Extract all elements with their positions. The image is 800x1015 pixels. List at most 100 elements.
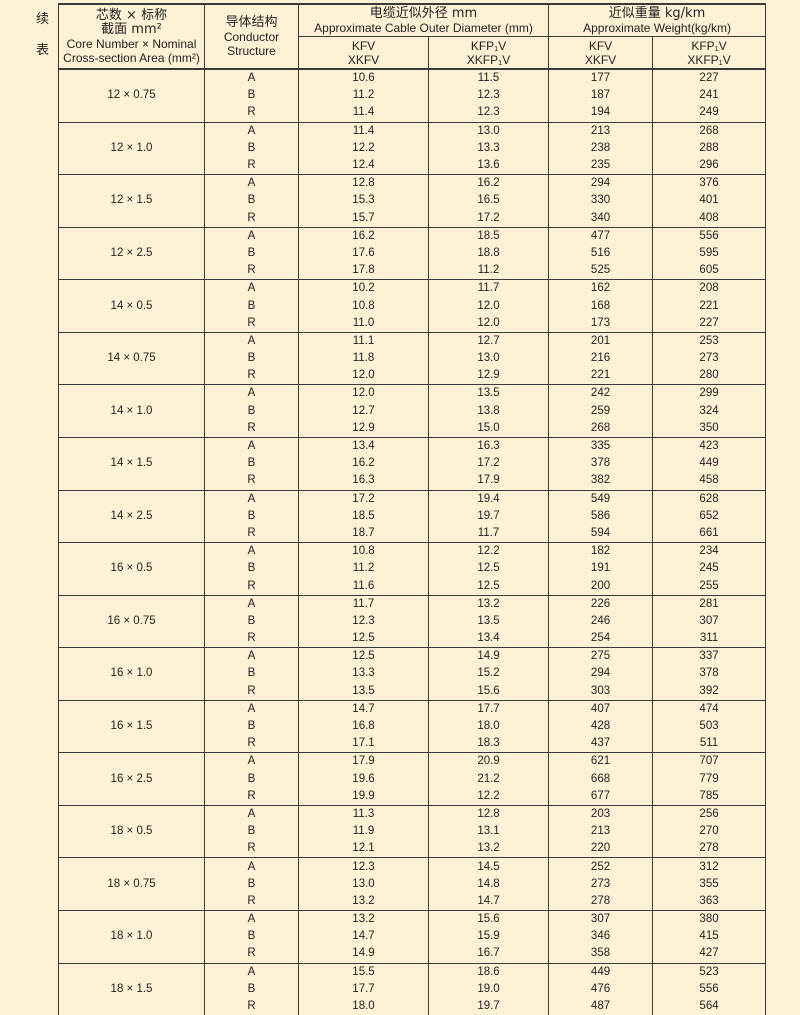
core-section-cell: 14 × 0.5	[58, 279, 205, 333]
conductor-cell: B	[204, 717, 299, 736]
weight-kfp1v-cell: 299	[652, 384, 767, 403]
weight-kfv-cell: 340	[548, 209, 654, 228]
weight-kfp1v-cell: 378	[652, 665, 767, 683]
diameter-kfv-cell: 11.4	[298, 121, 429, 140]
side-char: 表	[36, 43, 50, 58]
weight-kfp1v-cell: 281	[652, 594, 767, 613]
diameter-kfp1v-cell: 18.6	[427, 962, 550, 981]
table-row: 14 × 1.0 A 12.0 13.5 242 299	[58, 384, 767, 438]
weight-kfp1v-cell: 227	[652, 68, 767, 88]
weight-kfv-cell: 182	[548, 542, 654, 561]
diameter-kfp1v-cell: 17.2	[427, 455, 550, 473]
table-row: B 18.5 19.7 586 652	[59, 507, 767, 525]
weight-kfp1v-cell: 363	[652, 892, 767, 911]
weight-kfp1v-cell: 241	[652, 87, 767, 105]
weight-kfp1v-cell: 564	[652, 997, 767, 1015]
diameter-kfv-cell: 17.2	[298, 489, 429, 508]
table-body: 12 × 0.75 A 10.6 11.5 177 227 B 11.2 12.3 187 241 R…	[58, 68, 767, 1015]
weight-kfv-cell: 162	[548, 279, 654, 298]
conductor-cell: R	[204, 367, 299, 385]
conductor-cell: B	[204, 350, 299, 368]
diameter-kfp1v-cell: 15.2	[427, 665, 550, 683]
diameter-kfv-cell: 15.7	[298, 209, 429, 228]
diameter-kfp1v-cell: 15.6	[427, 682, 550, 701]
weight-kfp1v-cell: 324	[652, 402, 767, 420]
header-text: Core Number × Nominal	[66, 36, 197, 51]
diameter-kfv-cell: 18.7	[298, 524, 429, 543]
conductor-cell: A	[204, 279, 299, 298]
weight-kfv-cell: 254	[548, 630, 654, 648]
weight-kfp1v-cell: 234	[652, 542, 767, 561]
header-text: 导体结构	[225, 14, 278, 30]
diameter-kfp1v-cell: 13.8	[427, 402, 550, 420]
table-row: B 10.8 12.0 168 221	[59, 297, 767, 315]
table-row: 18 × 0.75 A 12.3 14.5 252 312	[58, 857, 767, 911]
weight-kfv-cell: 273	[548, 875, 654, 893]
table-row: B 16.2 17.2 378 449	[59, 455, 767, 473]
conductor-cell: B	[204, 87, 299, 105]
table-row: R 15.7 17.2 340 408	[59, 209, 767, 228]
diameter-kfp1v-cell: 16.7	[427, 945, 550, 964]
header-text: KFP₁V	[470, 38, 507, 53]
weight-kfv-cell: 201	[548, 331, 654, 350]
table-row: 14 × 0.75 A 11.1 12.7 201 253	[58, 331, 767, 385]
weight-kfv-cell: 378	[548, 455, 654, 473]
weight-kfv-cell: 621	[548, 752, 654, 771]
conductor-cell: A	[204, 489, 299, 508]
diameter-kfv-cell: 12.1	[298, 840, 429, 858]
header-text: XKFP₁V	[466, 52, 511, 67]
table-row: R 11.4 12.3 194 249	[59, 104, 767, 123]
diameter-kfv-cell: 18.5	[298, 507, 429, 525]
weight-kfp1v-cell: 401	[652, 192, 767, 210]
diameter-kfv-cell: 12.5	[298, 630, 429, 648]
weight-kfp1v-cell: 449	[652, 455, 767, 473]
table-row: R 17.8 11.2 525 605	[59, 262, 767, 280]
table-row: R 17.1 18.3 437 511	[59, 735, 767, 753]
diameter-kfp1v-cell: 12.3	[427, 104, 550, 123]
diameter-kfv-cell: 11.6	[298, 577, 429, 596]
weight-kfv-cell: 346	[548, 928, 654, 946]
diameter-kfp1v-cell: 13.4	[427, 630, 550, 648]
core-section-cell: 16 × 1.5	[58, 699, 205, 753]
conductor-cell: R	[204, 577, 299, 596]
weight-kfp1v-cell: 227	[652, 314, 767, 333]
table-row: 16 × 0.75 A 11.7 13.2 226 281	[58, 594, 767, 648]
weight-kfv-cell: 294	[548, 174, 654, 193]
diameter-kfp1v-cell: 11.7	[427, 524, 550, 543]
weight-kfp1v-cell: 350	[652, 419, 767, 438]
table-row: B 12.2 13.3 238 288	[59, 139, 767, 157]
core-section-cell: 12 × 0.75	[58, 68, 205, 123]
conductor-cell: A	[204, 542, 299, 561]
diameter-kfp1v-cell: 13.1	[427, 823, 550, 841]
weight-kfp1v-cell: 312	[652, 857, 767, 876]
header-text: XKFV	[347, 52, 380, 67]
side-char: 续	[36, 12, 50, 27]
weight-kfv-cell: 677	[548, 787, 654, 806]
weight-kfp1v-cell: 392	[652, 682, 767, 701]
weight-kfp1v-cell: 556	[652, 226, 767, 245]
diameter-kfv-cell: 12.2	[298, 139, 429, 157]
weight-kfp1v-cell: 511	[652, 735, 767, 753]
header-text: 截面 mm²	[101, 21, 162, 37]
table-row: B 11.8 13.0 216 273	[59, 350, 767, 368]
diameter-kfv-cell: 12.5	[298, 647, 429, 666]
conductor-cell: A	[204, 384, 299, 403]
weight-kfv-cell: 437	[548, 735, 654, 753]
core-section-cell: 14 × 1.0	[58, 384, 205, 438]
diameter-kfv-cell: 17.9	[298, 752, 429, 771]
weight-kfv-cell: 407	[548, 699, 654, 718]
table-row: 14 × 1.5 A 13.4 16.3 335 423	[58, 436, 767, 490]
header-weight: 近似重量 kg/km Approximate Weight(kg/km)	[548, 3, 767, 37]
diameter-kfv-cell: 13.2	[298, 910, 429, 929]
header-text: Cross-section Area (mm²)	[63, 50, 200, 65]
weight-kfp1v-cell: 605	[652, 262, 767, 280]
weight-kfv-cell: 449	[548, 962, 654, 981]
diameter-kfp1v-cell: 16.3	[427, 436, 550, 456]
conductor-cell: R	[204, 209, 299, 228]
weight-kfp1v-cell: 661	[652, 524, 767, 543]
weight-kfp1v-cell: 355	[652, 875, 767, 893]
table-row: 12 × 2.5 A 16.2 18.5 477 556	[58, 226, 767, 280]
diameter-kfp1v-cell: 12.2	[427, 787, 550, 806]
table-row: R 12.9 15.0 268 350	[59, 419, 767, 438]
diameter-kfp1v-cell: 14.9	[427, 647, 550, 666]
